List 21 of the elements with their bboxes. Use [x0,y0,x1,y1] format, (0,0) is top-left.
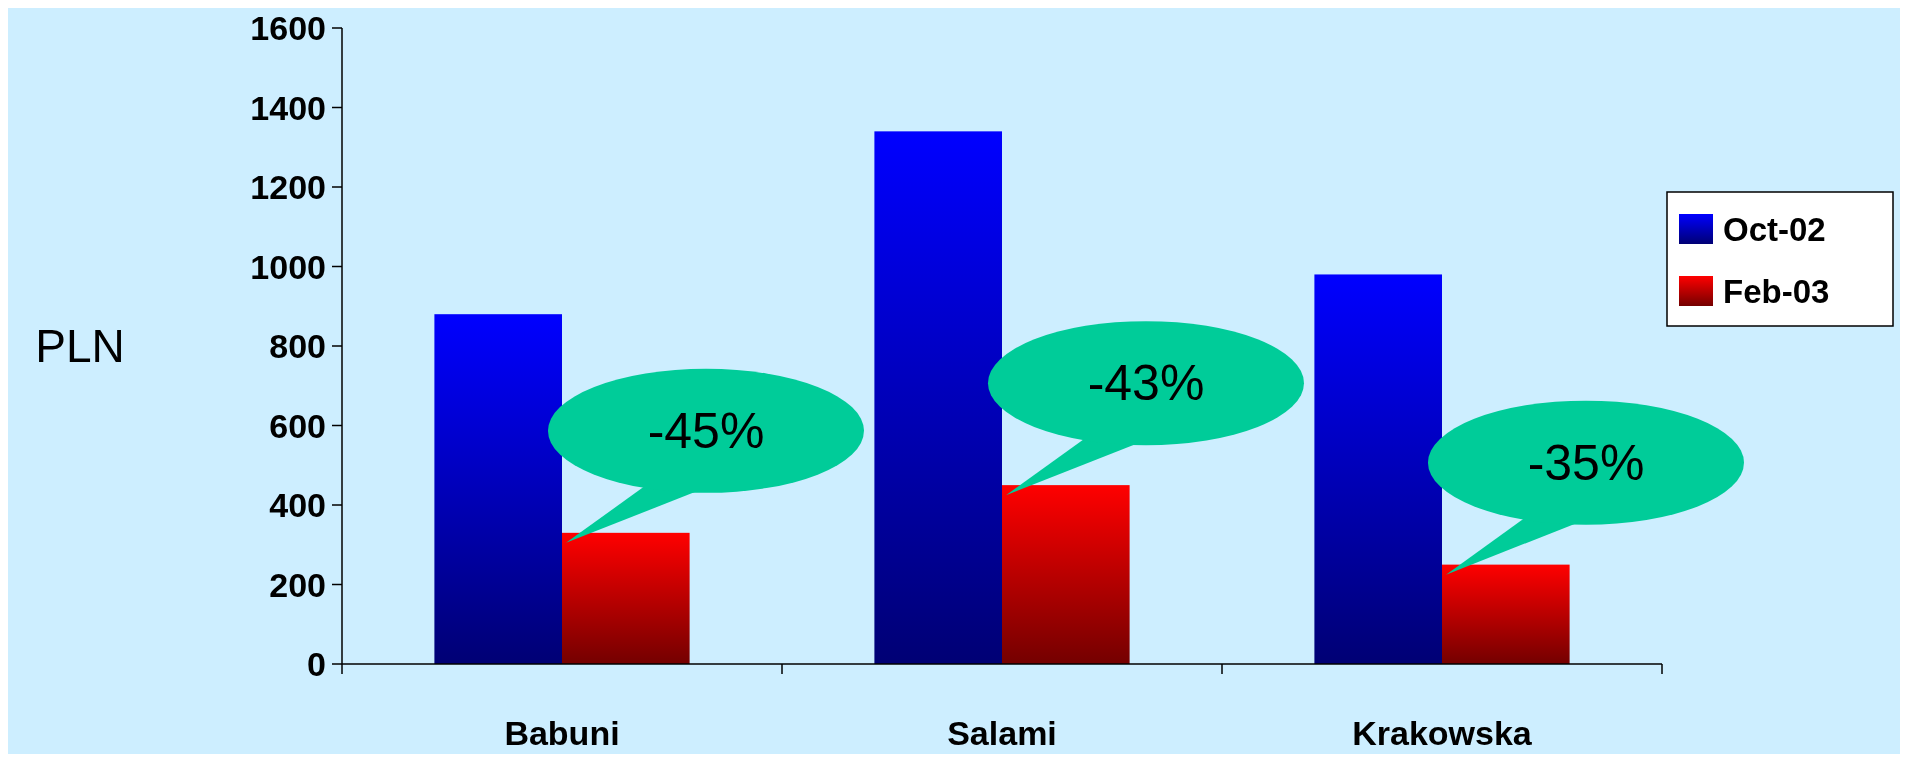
legend-label: Oct-02 [1723,210,1826,248]
y-tick-label: 1000 [250,247,326,286]
y-tick-label: 200 [269,565,326,604]
annotation: -45% [647,402,765,459]
annotation: -43% [1087,355,1205,412]
y-tick-label: 800 [269,327,326,365]
y-tick-label: 1400 [250,88,326,127]
y-tick-label: 1600 [250,9,326,47]
bar [434,314,562,664]
y-tick-label: 0 [307,645,326,683]
bar [874,131,1002,664]
annotation: -35% [1527,434,1645,491]
x-tick-label: Salami [947,714,1057,752]
y-tick-label: 600 [269,406,326,445]
bar [1314,274,1442,664]
legend-label: Feb-03 [1723,272,1830,310]
y-tick-label: 1200 [250,168,326,206]
x-tick-label: Babuni [504,714,620,752]
y-axis-title: PLN [35,320,125,372]
x-tick-label: Krakowska [1352,714,1533,752]
y-tick-label: 400 [269,486,326,524]
